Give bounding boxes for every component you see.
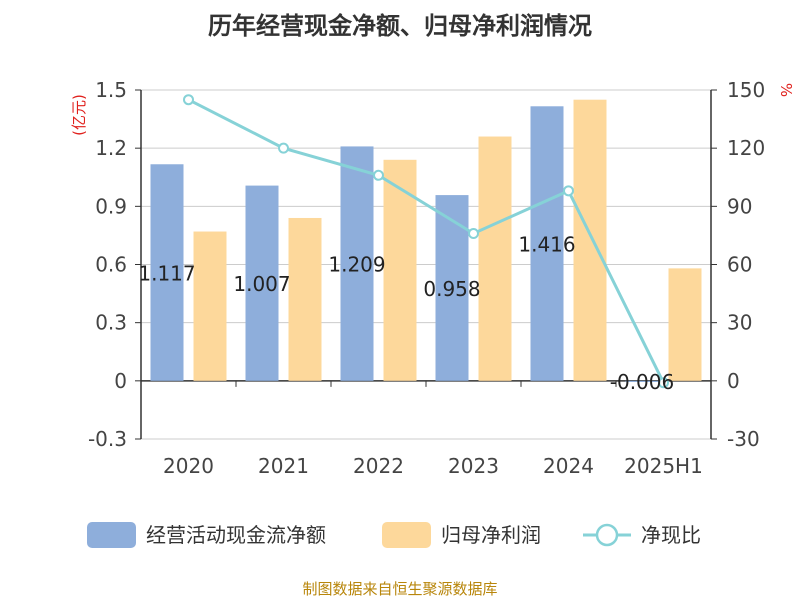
legend: 经营活动现金流净额 归母净利润 净现比: [87, 522, 701, 548]
bar-profit: [478, 136, 512, 381]
bar-cashflow: [530, 106, 564, 381]
bar-cashflow: [625, 380, 659, 382]
left-tick-label: -0.3: [88, 427, 127, 451]
data-labels: 1.117 1.007 1.209 0.958 1.416 -0.006: [138, 233, 674, 394]
chart-title: 历年经营现金净额、归母净利润情况: [208, 12, 592, 40]
legend-swatch-profit: [382, 522, 431, 548]
x-tick-label: 2022: [353, 454, 404, 478]
data-label-cashflow: -0.006: [610, 370, 674, 394]
right-axis-ticks: -30 0 30 60 90 120 150: [711, 78, 765, 451]
bar-profit: [383, 159, 417, 381]
source-note: 制图数据来自恒生聚源数据库: [302, 580, 497, 598]
ratio-point: [278, 142, 289, 154]
ratio-point: [468, 227, 479, 239]
x-axis-ticks: 2020 2021 2022 2023 2024 2025H1: [163, 380, 703, 478]
left-tick-label: 0.3: [95, 311, 127, 335]
legend-label-profit: 归母净利润: [441, 523, 541, 547]
bar-profit: [573, 99, 607, 381]
right-tick-label: 120: [727, 136, 765, 160]
data-label-cashflow: 1.209: [328, 253, 385, 277]
ratio-line-path: [187, 98, 665, 384]
bar-cashflow: [245, 185, 279, 381]
left-axis-unit: (亿元): [70, 94, 88, 136]
ratio-point: [563, 185, 574, 197]
data-label-cashflow: 0.958: [423, 277, 480, 301]
ratio-point: [183, 94, 194, 106]
left-tick-label: 1.2: [95, 136, 127, 160]
right-tick-label: 90: [727, 194, 752, 218]
bar-profit: [193, 231, 227, 381]
ratio-point: [373, 169, 384, 181]
left-axis-ticks: -0.3 0 0.3 0.6 0.9 1.2 1.5: [88, 78, 141, 451]
ratio-line: [183, 94, 669, 389]
left-tick-label: 0.9: [95, 194, 127, 218]
left-tick-label: 0.6: [95, 253, 127, 277]
x-tick-label: 2024: [543, 454, 594, 478]
bar-cashflow: [340, 146, 374, 381]
right-tick-label: -30: [727, 427, 760, 451]
data-label-cashflow: 1.007: [233, 272, 290, 296]
left-tick-label: 0: [114, 369, 127, 393]
x-tick-label: 2023: [448, 454, 499, 478]
legend-label-cashflow: 经营活动现金流净额: [146, 523, 326, 547]
data-label-cashflow: 1.416: [518, 233, 575, 257]
bar-profit: [288, 217, 322, 381]
right-tick-label: 150: [727, 78, 765, 102]
bar-cashflow: [150, 164, 184, 381]
x-tick-label: 2025H1: [624, 454, 703, 478]
right-tick-label: 60: [727, 253, 752, 277]
data-label-cashflow: 1.117: [138, 262, 195, 286]
right-tick-label: 0: [727, 369, 740, 393]
left-tick-label: 1.5: [95, 78, 127, 102]
bar-profit: [668, 268, 702, 381]
x-tick-label: 2020: [163, 454, 214, 478]
legend-swatch-cashflow: [87, 522, 136, 548]
right-tick-label: 30: [727, 311, 752, 335]
right-axis-unit: %: [777, 83, 795, 97]
x-tick-label: 2021: [258, 454, 309, 478]
legend-label-ratio: 净现比: [641, 523, 701, 547]
bars: [150, 99, 702, 382]
legend-marker-ratio: [595, 523, 619, 547]
ratio-point: [658, 377, 669, 389]
